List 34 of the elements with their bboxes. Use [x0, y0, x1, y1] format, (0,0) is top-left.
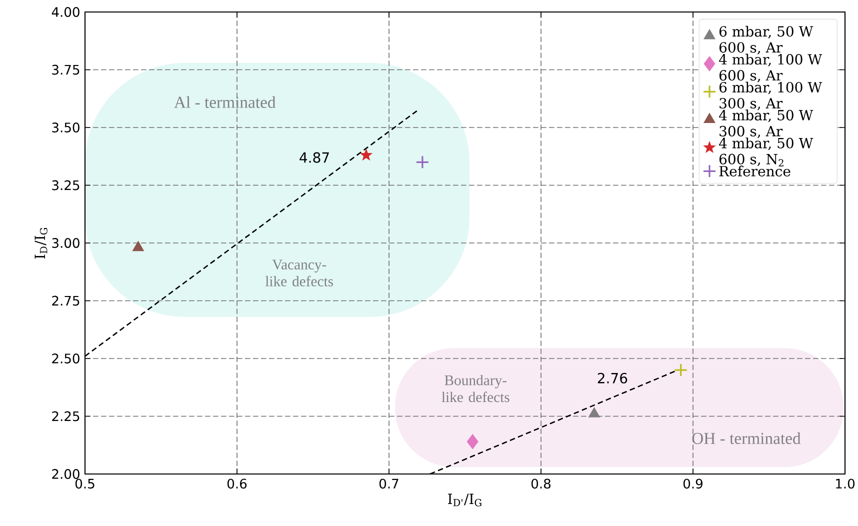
legend-label: Reference — [719, 166, 790, 176]
point — [588, 408, 600, 418]
x-axis-title: I$_{D'}$/I$_{G}$ — [448, 494, 482, 506]
annotation: Al - terminated — [174, 96, 276, 108]
legend-label: 4 mbar, 50 W 300 s, Ar — [719, 110, 814, 138]
y-tick-label: 4.00 — [52, 7, 80, 17]
y-tick-label: 2.25 — [52, 411, 80, 422]
x-tick-label: 0.6 — [227, 478, 247, 489]
y-tick-label: 3.75 — [52, 64, 80, 75]
legend-label: 6 mbar, 50 W 600 s, Ar — [720, 26, 814, 54]
annotation: 4.87 — [300, 152, 329, 163]
x-tick-label: 0.7 — [379, 478, 398, 489]
y-axis-title: I$_{D}$/I$_{G}$ — [34, 228, 48, 259]
annotation: Vacancy-like defects — [265, 260, 333, 286]
x-tick-label: 0.8 — [531, 478, 550, 489]
y-tick-label: 2.50 — [52, 354, 80, 364]
point — [416, 155, 430, 169]
legend-label: 4 mbar, 100 W 600 s, Ar — [719, 54, 822, 82]
annotation: 2.76 — [598, 372, 628, 384]
legend-label: 6 mbar, 100 W 300 s, Ar — [720, 82, 822, 110]
point — [467, 434, 478, 449]
legend-label: 4 mbar, 50 W 600 s, N$_{2}$ — [719, 138, 814, 166]
x-tick-label: 0.9 — [683, 478, 702, 489]
point — [132, 241, 144, 252]
y-tick-label: 3.00 — [52, 238, 80, 248]
y-tick-label: 3.25 — [52, 180, 80, 190]
y-tick-label: 2.75 — [52, 296, 80, 306]
y-tick-label: 3.50 — [52, 122, 80, 132]
y-tick-label: 2.00 — [52, 469, 80, 479]
point — [360, 148, 373, 161]
x-tick-label: 0.5 — [75, 478, 94, 489]
x-tick-label: 1.0 — [836, 478, 855, 489]
annotation: Boundary-like defects — [442, 374, 510, 402]
point — [674, 363, 688, 377]
